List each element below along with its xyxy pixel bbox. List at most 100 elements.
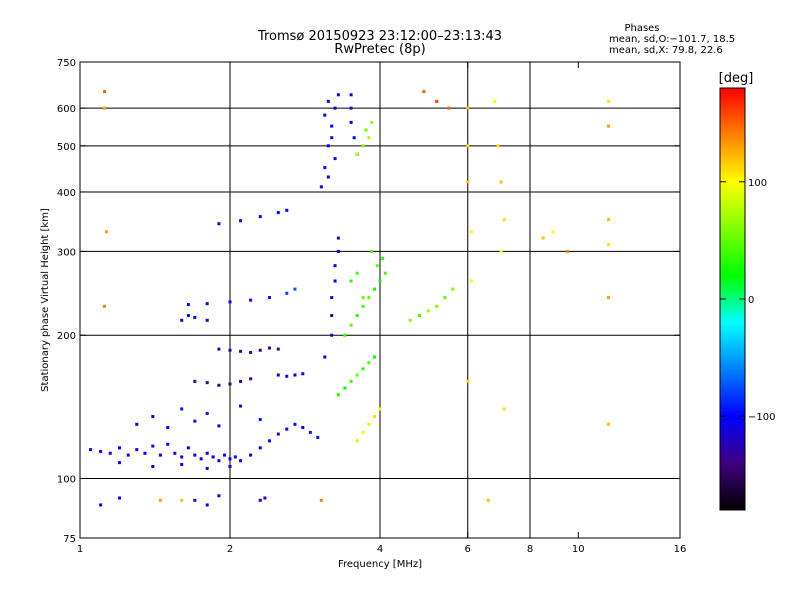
echo-point (301, 372, 305, 376)
y-tick-label: 75 (63, 534, 76, 545)
echo-point (103, 90, 107, 94)
echo-point (349, 120, 353, 124)
echo-point (541, 236, 545, 240)
echo-point (239, 379, 243, 383)
echo-point (108, 451, 112, 455)
y-tick-label: 500 (57, 142, 76, 153)
y-axis-label: Stationary phase Virtual Height [km] (40, 208, 51, 392)
echo-point (426, 309, 430, 313)
echo-point (326, 144, 330, 148)
x-tick-label: 1 (77, 544, 83, 555)
colorbar-tick-label: 100 (748, 178, 767, 189)
echo-point (186, 314, 190, 318)
echo-point (239, 219, 243, 223)
echo-point (496, 144, 500, 148)
echo-point (193, 379, 197, 383)
echo-point (565, 249, 569, 253)
echo-point (343, 333, 347, 337)
echo-point (126, 453, 130, 457)
echo-point (293, 287, 297, 291)
y-tick-label: 750 (57, 58, 76, 69)
echo-point (336, 93, 340, 97)
echo-point (205, 451, 209, 455)
echo-point (180, 463, 184, 467)
stats-x-mode: mean, sd,X: 79.8, 22.6 (609, 45, 723, 56)
echo-point (499, 180, 503, 184)
echo-point (103, 304, 107, 308)
colorbar: 100 0 −100 (719, 87, 775, 511)
echo-point (258, 215, 262, 219)
chart-subtitle: RwPretec (8p) (334, 42, 425, 57)
echo-point (193, 419, 197, 423)
echo-point (180, 498, 184, 502)
y-tick-label: 600 (57, 104, 76, 115)
echo-point (117, 461, 121, 465)
echo-point (186, 303, 190, 307)
echo-point (330, 296, 334, 300)
echo-point (308, 430, 312, 434)
echo-point (607, 124, 611, 128)
echo-point (217, 222, 221, 226)
echo-point (151, 464, 155, 468)
echo-point (333, 106, 337, 110)
echo-point (217, 459, 221, 463)
echo-point (267, 439, 271, 443)
echo-point (349, 106, 353, 110)
echo-point (607, 243, 611, 247)
echo-point (228, 348, 232, 352)
echo-point (180, 455, 184, 459)
echo-point (103, 106, 107, 110)
echo-point (285, 374, 289, 378)
echo-point (99, 449, 103, 453)
echo-point (333, 264, 337, 268)
echo-point (551, 230, 555, 234)
echo-point (233, 455, 237, 459)
echo-point (466, 379, 470, 383)
echo-point (373, 287, 377, 291)
echo-point (117, 446, 121, 450)
echo-point (239, 459, 243, 463)
echo-point (326, 175, 330, 179)
echo-point (319, 498, 323, 502)
echo-point (293, 373, 297, 377)
echo-point (267, 296, 271, 300)
echo-point (104, 230, 108, 234)
echo-point (336, 249, 340, 253)
echo-point (355, 439, 359, 443)
echo-point (228, 457, 232, 461)
echo-point (466, 144, 470, 148)
echo-point (375, 264, 379, 268)
echo-point (205, 466, 209, 470)
y-tick-label: 300 (57, 247, 76, 258)
echo-point (435, 304, 439, 308)
echo-point (193, 315, 197, 319)
echo-point (367, 361, 371, 365)
echo-point (361, 367, 365, 371)
echo-point (285, 208, 289, 212)
echo-point (211, 455, 215, 459)
echo-point (217, 494, 221, 498)
echo-point (258, 498, 262, 502)
plot-area: 1 2 4 6 8 10 16 75 100 200 300 400 500 600 750 (57, 58, 686, 555)
echo-point (367, 422, 371, 426)
echo-point (276, 347, 280, 351)
echo-point (158, 453, 162, 457)
echo-point (143, 451, 147, 455)
echo-point (451, 287, 455, 291)
echo-point (408, 318, 412, 322)
echo-point (323, 166, 327, 170)
echo-point (228, 300, 232, 304)
echo-point (502, 218, 506, 222)
y-tick-label: 400 (57, 188, 76, 199)
echo-point (355, 152, 359, 156)
echo-point (301, 425, 305, 429)
chart-title: Tromsø 20150923 23:12:00–23:13:43 (257, 29, 502, 44)
y-tick-label: 100 (57, 475, 76, 486)
echo-point (135, 448, 139, 452)
echo-point (151, 444, 155, 448)
echo-point (607, 218, 611, 222)
echo-point (276, 211, 280, 215)
echo-point (349, 379, 353, 383)
